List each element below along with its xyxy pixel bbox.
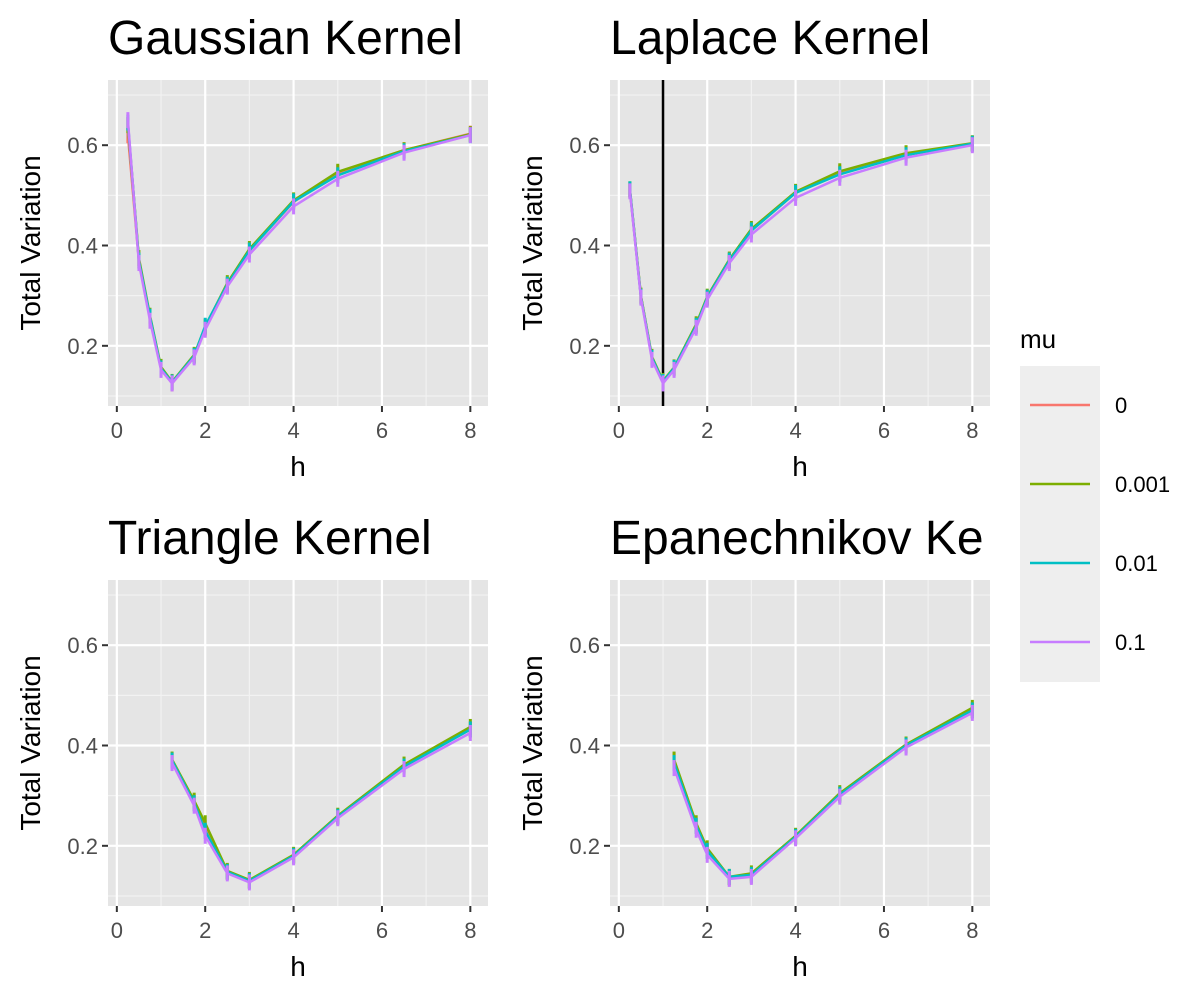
axis-ticks: 0 2 4 6 8 0.2 0.4 0.6 bbox=[67, 133, 476, 443]
axis-ticks: 0 2 4 6 8 0.2 0.4 0.6 bbox=[67, 633, 476, 943]
x-tick-label: 0 bbox=[613, 918, 625, 943]
y-axis-label: Total Variation bbox=[15, 655, 46, 830]
x-tick-label: 4 bbox=[287, 918, 299, 943]
x-tick-label: 8 bbox=[464, 918, 476, 943]
x-axis-label: h bbox=[290, 951, 306, 982]
panel-epanechnikov-kernel: 0 2 4 6 8 0.2 0.4 0.6 Epanechnikov Ke h Total V… bbox=[517, 512, 990, 982]
panel-triangle-kernel: 0 2 4 6 8 0.2 0.4 0.6 Triangle Kernel h Total V… bbox=[15, 512, 488, 982]
x-tick-label: 6 bbox=[878, 918, 890, 943]
series-layer bbox=[170, 718, 472, 891]
legend: mu 0 0.001 0.01 0.1 bbox=[1020, 324, 1170, 682]
grid bbox=[108, 580, 488, 906]
series-layer bbox=[672, 699, 974, 887]
x-tick-label: 4 bbox=[789, 418, 801, 443]
panel-title: Gaussian Kernel bbox=[108, 12, 463, 65]
y-tick-label: 0.2 bbox=[569, 334, 600, 359]
y-tick-label: 0.6 bbox=[569, 133, 600, 158]
plot-area bbox=[610, 580, 990, 906]
plot-area bbox=[610, 80, 990, 406]
y-tick-label: 0.2 bbox=[67, 334, 98, 359]
y-axis-label: Total Variation bbox=[517, 655, 548, 830]
grid bbox=[610, 80, 990, 406]
plot-area bbox=[108, 80, 488, 406]
series-layer bbox=[126, 112, 472, 392]
x-tick-label: 8 bbox=[966, 918, 978, 943]
x-tick-label: 2 bbox=[701, 418, 713, 443]
x-axis-label: h bbox=[792, 951, 808, 982]
x-tick-label: 2 bbox=[199, 918, 211, 943]
x-tick-label: 8 bbox=[464, 418, 476, 443]
x-tick-label: 2 bbox=[701, 918, 713, 943]
x-tick-label: 4 bbox=[789, 918, 801, 943]
y-tick-label: 0.6 bbox=[67, 133, 98, 158]
y-tick-label: 0.6 bbox=[67, 633, 98, 658]
y-tick-label: 0.2 bbox=[67, 834, 98, 859]
x-axis-label: h bbox=[792, 451, 808, 482]
y-axis-label: Total Variation bbox=[15, 155, 46, 330]
y-tick-label: 0.4 bbox=[67, 234, 98, 259]
y-axis-label: Total Variation bbox=[517, 155, 548, 330]
legend-label: 0.001 bbox=[1115, 472, 1170, 497]
x-axis-label: h bbox=[290, 451, 306, 482]
x-tick-label: 4 bbox=[287, 418, 299, 443]
panel-title: Triangle Kernel bbox=[108, 512, 432, 565]
y-tick-label: 0.4 bbox=[67, 734, 98, 759]
legend-label: 0 bbox=[1115, 393, 1127, 418]
grid bbox=[610, 580, 990, 906]
legend-entries: 0 0.001 0.01 0.1 bbox=[1030, 393, 1170, 655]
x-tick-label: 6 bbox=[376, 918, 388, 943]
axis-ticks: 0 2 4 6 8 0.2 0.4 0.6 bbox=[569, 633, 978, 943]
x-tick-label: 0 bbox=[613, 418, 625, 443]
x-tick-label: 8 bbox=[966, 418, 978, 443]
x-tick-label: 6 bbox=[376, 418, 388, 443]
y-tick-label: 0.4 bbox=[569, 734, 600, 759]
x-tick-label: 6 bbox=[878, 418, 890, 443]
x-tick-label: 0 bbox=[111, 418, 123, 443]
y-tick-label: 0.2 bbox=[569, 834, 600, 859]
legend-key-background bbox=[1020, 366, 1100, 682]
axis-ticks: 0 2 4 6 8 0.2 0.4 0.6 bbox=[569, 133, 978, 443]
legend-label: 0.1 bbox=[1115, 630, 1146, 655]
panel-title: Epanechnikov Ke bbox=[610, 512, 984, 565]
series-layer bbox=[628, 135, 974, 392]
panel-laplace-kernel: 0 2 4 6 8 0.2 0.4 0.6 Laplace Kernel h Total Va… bbox=[517, 12, 990, 482]
plot-area bbox=[108, 580, 488, 906]
y-tick-label: 0.6 bbox=[569, 633, 600, 658]
legend-title: mu bbox=[1020, 324, 1056, 354]
panel-gaussian-kernel: 0 2 4 6 8 0.2 0.4 0.6 Gaussian Kernel h Total V… bbox=[15, 12, 488, 482]
panel-title: Laplace Kernel bbox=[610, 12, 930, 65]
legend-label: 0.01 bbox=[1115, 551, 1158, 576]
x-tick-label: 2 bbox=[199, 418, 211, 443]
y-tick-label: 0.4 bbox=[569, 234, 600, 259]
x-tick-label: 0 bbox=[111, 918, 123, 943]
